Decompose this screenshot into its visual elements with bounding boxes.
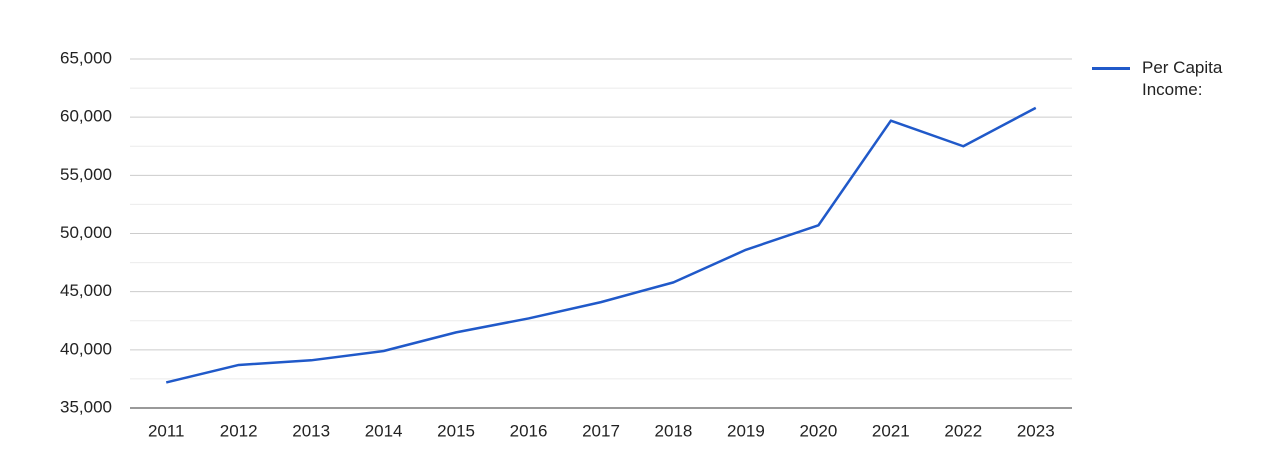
legend-swatch xyxy=(1092,67,1130,70)
x-tick-label: 2017 xyxy=(582,421,620,440)
x-tick-label: 2020 xyxy=(799,421,837,440)
y-tick-label: 35,000 xyxy=(60,397,112,416)
x-tick-label: 2021 xyxy=(872,421,910,440)
legend-label: Per Capita Income: xyxy=(1142,58,1223,99)
y-tick-label: 55,000 xyxy=(60,165,112,184)
y-tick-label: 65,000 xyxy=(60,48,112,67)
x-tick-label: 2014 xyxy=(365,421,403,440)
x-tick-label: 2011 xyxy=(148,421,185,440)
y-tick-label: 60,000 xyxy=(60,107,112,126)
x-tick-label: 2019 xyxy=(727,421,765,440)
x-tick-label: 2018 xyxy=(655,421,693,440)
y-tick-label: 40,000 xyxy=(60,339,112,358)
y-tick-label: 50,000 xyxy=(60,223,112,242)
legend: Per Capita Income: xyxy=(1092,57,1252,101)
y-tick-label: 45,000 xyxy=(60,281,112,300)
x-tick-label: 2023 xyxy=(1017,421,1055,440)
x-tick-label: 2012 xyxy=(220,421,258,440)
x-tick-label: 2013 xyxy=(292,421,330,440)
data-line xyxy=(165,106,1037,384)
x-tick-label: 2016 xyxy=(510,421,548,440)
x-tick-label: 2015 xyxy=(437,421,475,440)
x-tick-label: 2022 xyxy=(944,421,982,440)
